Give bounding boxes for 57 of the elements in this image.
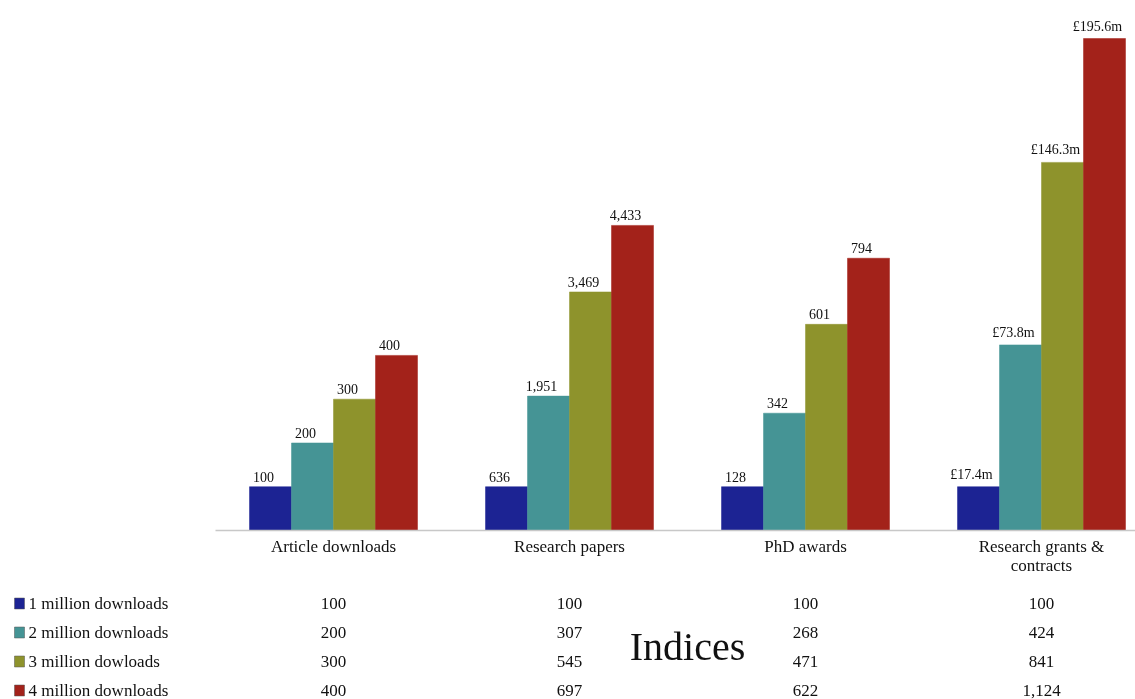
bar: [999, 344, 1042, 531]
data-label: 400: [320, 681, 347, 699]
bar: [375, 355, 418, 531]
x-tick-label: Article downloads: [270, 536, 397, 556]
bar: [527, 395, 570, 531]
bar: [721, 486, 764, 531]
data-label: 697: [556, 681, 583, 699]
legend-label: 2 million downloads: [28, 623, 169, 642]
bar: [763, 412, 806, 531]
text: £195.6m: [1072, 18, 1123, 34]
x-tick-label: Research grants & contracts: [978, 536, 1105, 575]
annotation: 3,469: [567, 274, 600, 290]
bar: [611, 225, 654, 531]
annotation: 601: [809, 307, 830, 323]
annotation: £17.4m: [950, 466, 993, 482]
bar: [1083, 38, 1126, 531]
text: Indices: [629, 624, 746, 669]
data-label: 100: [320, 594, 347, 613]
annotation: 1,951: [525, 379, 558, 395]
annotation: £146.3m: [1030, 142, 1081, 158]
legend-label: 3 million dowloads: [28, 652, 160, 671]
bar: [485, 486, 528, 531]
data-label: 100: [556, 594, 583, 613]
annotation: 4,433: [609, 208, 642, 224]
annotation: 794: [851, 241, 872, 257]
bar: [291, 442, 334, 531]
legend-label: 4 million downloads: [28, 681, 169, 699]
annotation: £73.8m: [992, 324, 1035, 340]
annotation: 342: [767, 396, 788, 412]
data-label: 200: [320, 623, 347, 642]
data-label: 307: [556, 623, 583, 642]
annotation: 636: [489, 469, 510, 485]
data-label: 100: [1028, 594, 1055, 613]
annotation: 400: [379, 338, 400, 354]
x-tick-label: PhD awards: [764, 536, 847, 556]
bar: [847, 257, 890, 531]
bar: [569, 291, 612, 531]
bar: [249, 486, 292, 531]
annotation: 128: [725, 469, 746, 485]
bar: [333, 398, 376, 531]
data-label: 268: [792, 623, 819, 642]
data-label: 622: [792, 681, 819, 699]
data-label: 841: [1028, 652, 1055, 671]
bar: [1041, 162, 1084, 531]
annotation: 300: [337, 382, 358, 398]
data-label: 1,124: [1022, 681, 1062, 699]
data-label: 424: [1028, 623, 1055, 642]
annotation: 100: [253, 469, 274, 485]
data-label: 471: [792, 652, 819, 671]
bar: [957, 486, 1000, 531]
annotation: 200: [295, 425, 316, 441]
legend-label: 1 million downloads: [28, 594, 169, 613]
x-tick-label: Research papers: [514, 536, 625, 556]
data-label: 100: [792, 594, 819, 613]
data-label: 300: [320, 652, 347, 671]
data-label: 545: [556, 652, 583, 671]
bar: [805, 324, 848, 531]
